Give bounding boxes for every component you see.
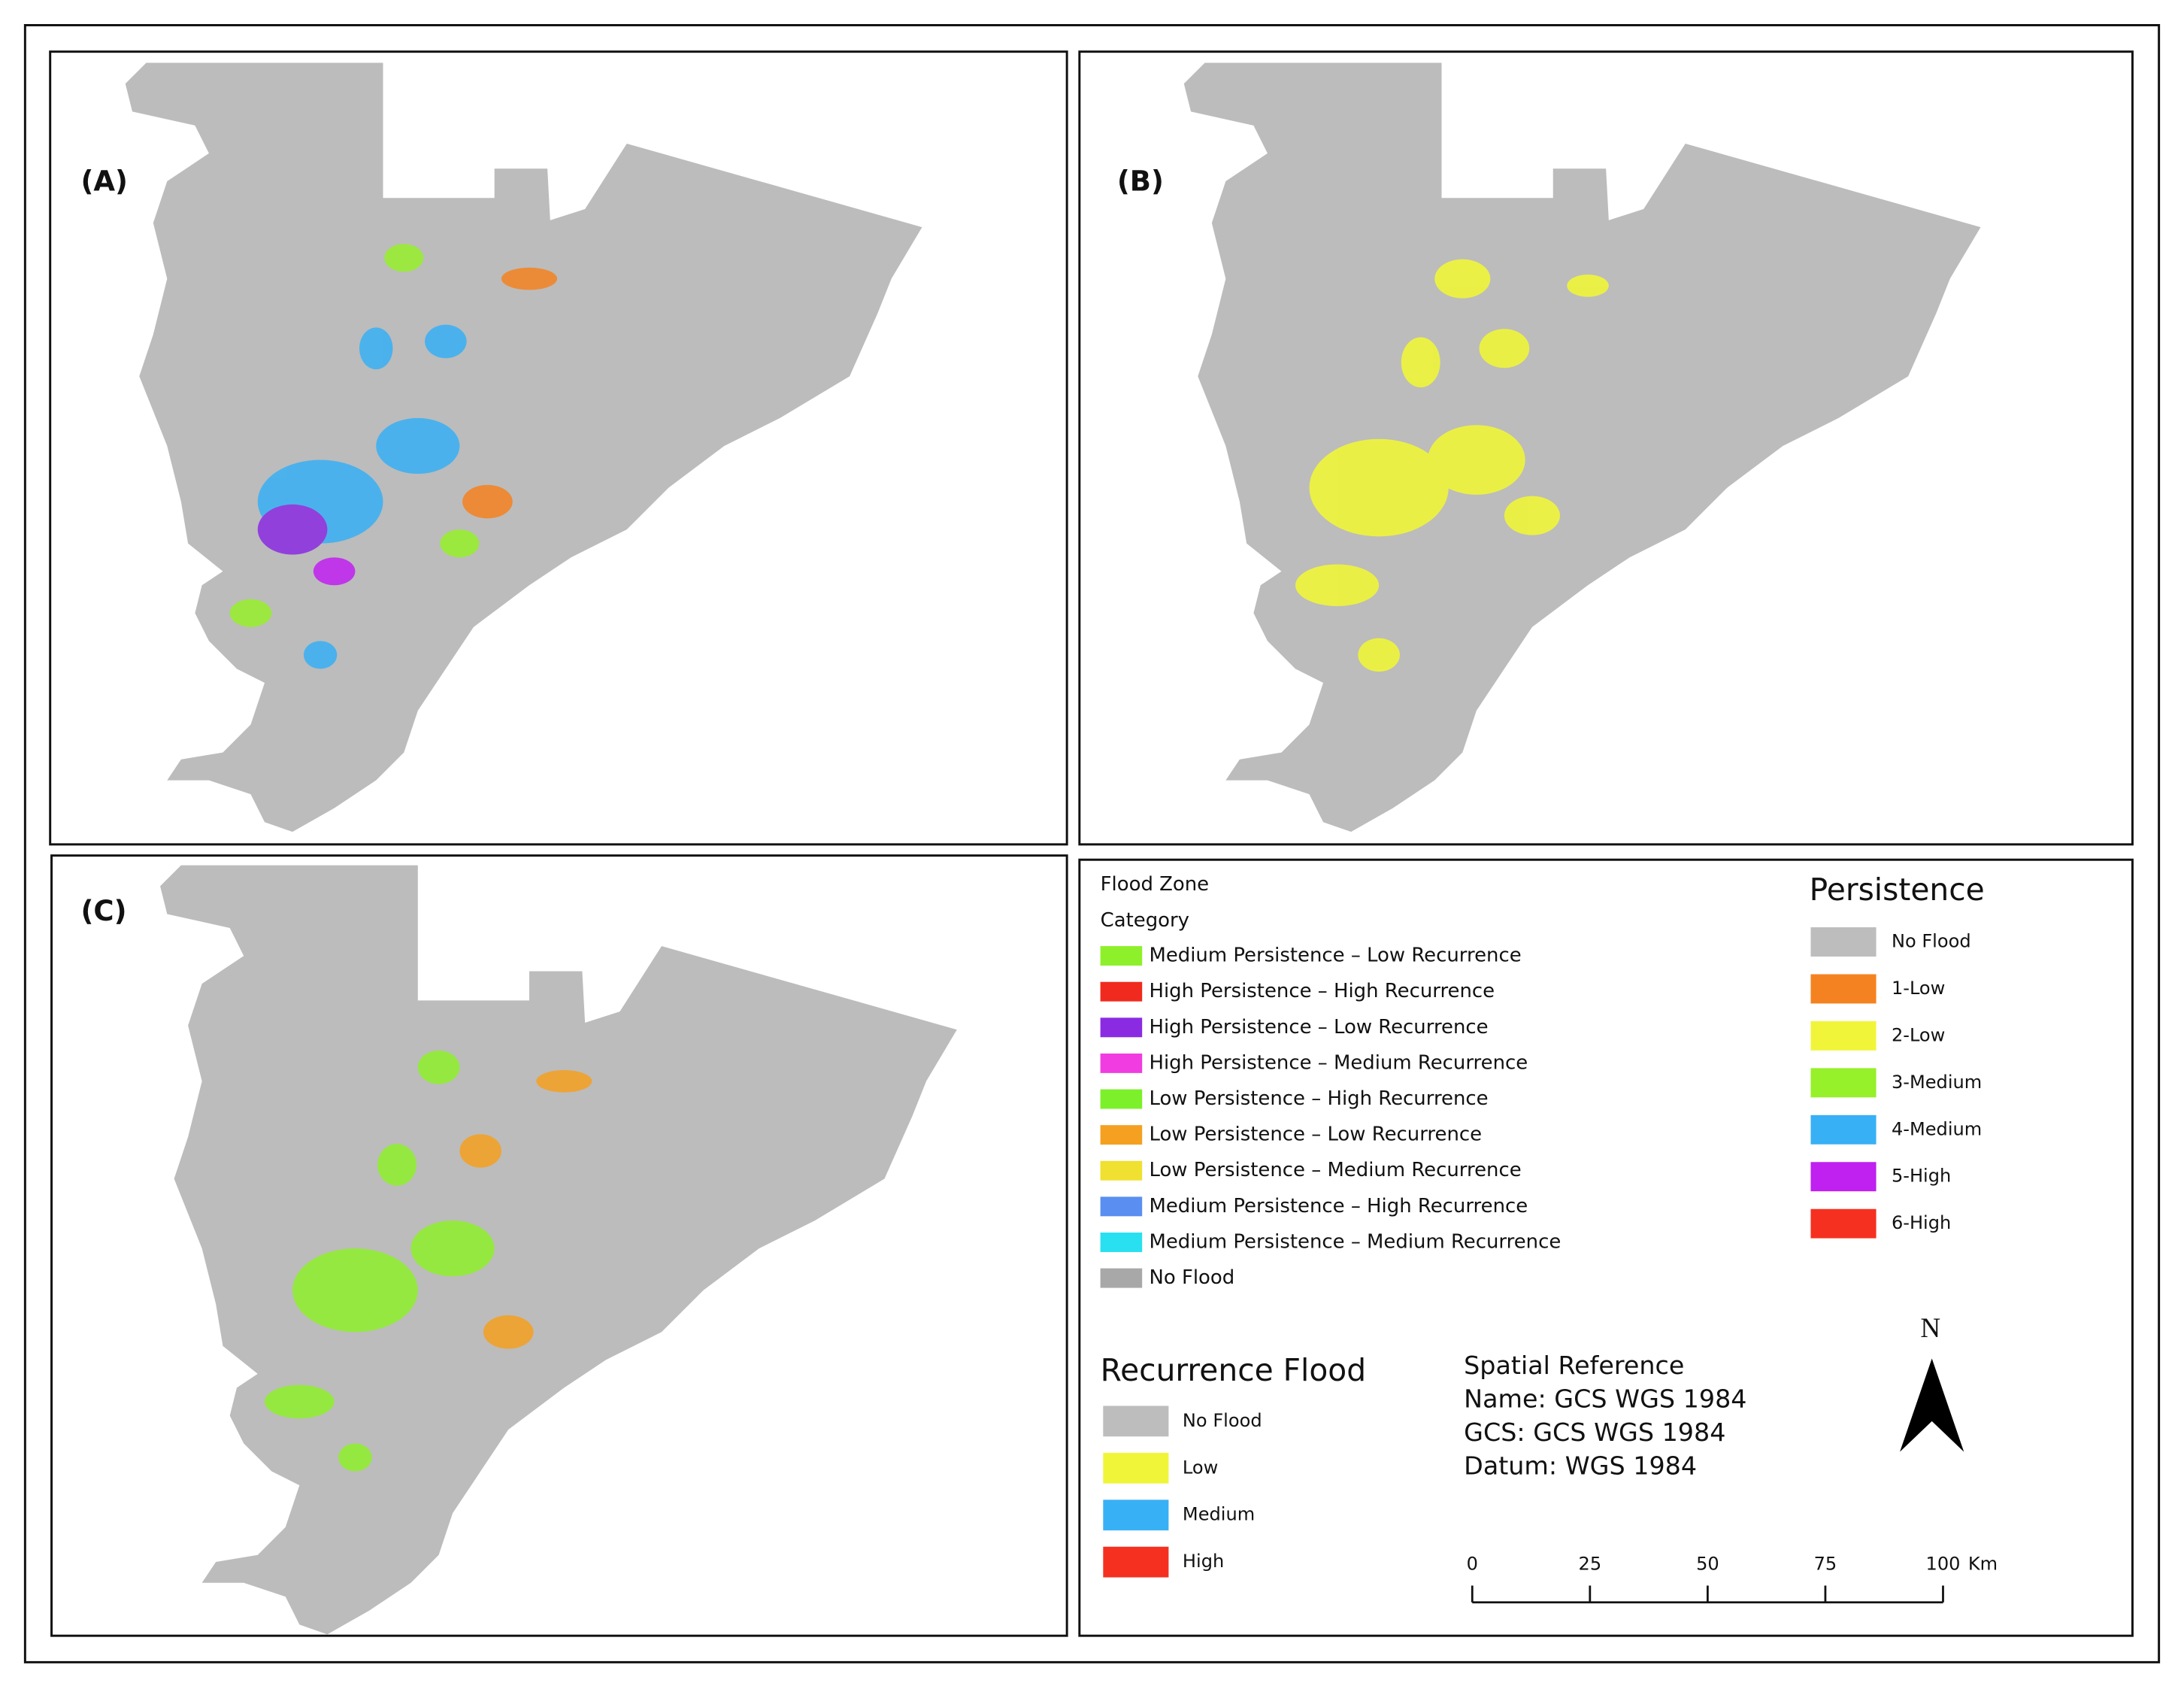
map-b [1183, 62, 1981, 832]
legend-swatch [1100, 1196, 1143, 1217]
legend-label: 5-High [1892, 1166, 1951, 1187]
legend-swatch [1100, 946, 1143, 966]
legend-swatch [1100, 1160, 1143, 1181]
legend-label: Medium [1183, 1504, 1255, 1525]
legend-swatch [1810, 1208, 1877, 1239]
legend-label: High [1183, 1551, 1224, 1572]
panel-frame [1078, 50, 2134, 846]
legend-swatch [1100, 1233, 1143, 1252]
scale-label: 75 [1814, 1554, 1837, 1575]
north-label: N [1920, 1313, 1940, 1344]
legend-label: 3-Medium [1892, 1072, 1982, 1093]
spatial-reference-line: Name: GCS WGS 1984 [1464, 1384, 1746, 1414]
panel-label: (C) [80, 895, 126, 927]
legend-swatch [1103, 1452, 1169, 1484]
legend-label: Medium Persistence – Low Recurrence [1149, 945, 1521, 967]
scale-label: 50 [1696, 1554, 1719, 1575]
legend-label: No Flood [1892, 931, 1971, 952]
legend-label: 4-Medium [1892, 1118, 1982, 1139]
legend-label: Low Persistence – Medium Recurrence [1149, 1159, 1521, 1181]
legend-label: High Persistence – High Recurrence [1149, 980, 1495, 1002]
legend-swatch [1810, 1020, 1877, 1051]
panel-frame [50, 854, 1068, 1637]
legend-label: 1-Low [1892, 978, 1945, 999]
panel-label: (B) [1117, 165, 1164, 197]
legend-label: Medium Persistence – High Recurrence [1149, 1195, 1528, 1217]
legend-swatch [1810, 1162, 1877, 1192]
legend-swatch [1103, 1546, 1169, 1578]
legend-swatch [1100, 1268, 1143, 1288]
panel-label: (A) [80, 165, 128, 197]
scale-label: 100 [1926, 1554, 1961, 1575]
legend-label: No Flood [1183, 1410, 1262, 1431]
legend-label: Low Persistence – Low Recurrence [1149, 1123, 1482, 1146]
spatial-reference-line: GCS: GCS WGS 1984 [1464, 1418, 1725, 1447]
legend-swatch [1810, 1114, 1877, 1145]
legend-frame [1078, 858, 2134, 1637]
scale-label: 0 [1467, 1554, 1478, 1575]
legend-subtitle: Category [1101, 909, 1189, 932]
legend-label: 6-High [1892, 1212, 1951, 1233]
map-c [160, 865, 957, 1635]
legend-swatch [1810, 974, 1877, 1004]
legend-title: Persistence [1810, 872, 1985, 908]
scale-unit: Km [1968, 1554, 1998, 1575]
spatial-reference-line: Datum: WGS 1984 [1464, 1451, 1697, 1480]
scale-label: 25 [1579, 1554, 1602, 1575]
legend-swatch [1100, 1089, 1143, 1109]
panel-frame [49, 50, 1068, 846]
legend-label: 2-Low [1892, 1024, 1945, 1045]
legend-title: Recurrence Flood [1101, 1352, 1367, 1388]
legend-swatch [1810, 927, 1877, 957]
spatial-reference-title: Spatial Reference [1464, 1351, 1684, 1380]
legend-title: Flood Zone [1101, 873, 1210, 896]
legend-label: High Persistence – Low Recurrence [1149, 1016, 1488, 1039]
legend-label: No Flood [1149, 1266, 1234, 1289]
legend-swatch [1100, 1053, 1143, 1073]
legend-swatch [1810, 1068, 1877, 1098]
legend-swatch [1103, 1406, 1169, 1437]
legend-label: Medium Persistence – Medium Recurrence [1149, 1230, 1561, 1253]
legend-label: Low Persistence – High Recurrence [1149, 1087, 1488, 1110]
map-a [125, 62, 922, 832]
legend-swatch [1103, 1500, 1169, 1531]
legend-swatch [1100, 981, 1143, 1002]
legend-label: High Persistence – Medium Recurrence [1149, 1051, 1528, 1074]
legend-swatch [1100, 1125, 1143, 1145]
outer-frame [23, 23, 2161, 1663]
legend-label: Low [1183, 1457, 1218, 1478]
north-arrow [1900, 1358, 1964, 1452]
legend-swatch [1100, 1017, 1143, 1038]
